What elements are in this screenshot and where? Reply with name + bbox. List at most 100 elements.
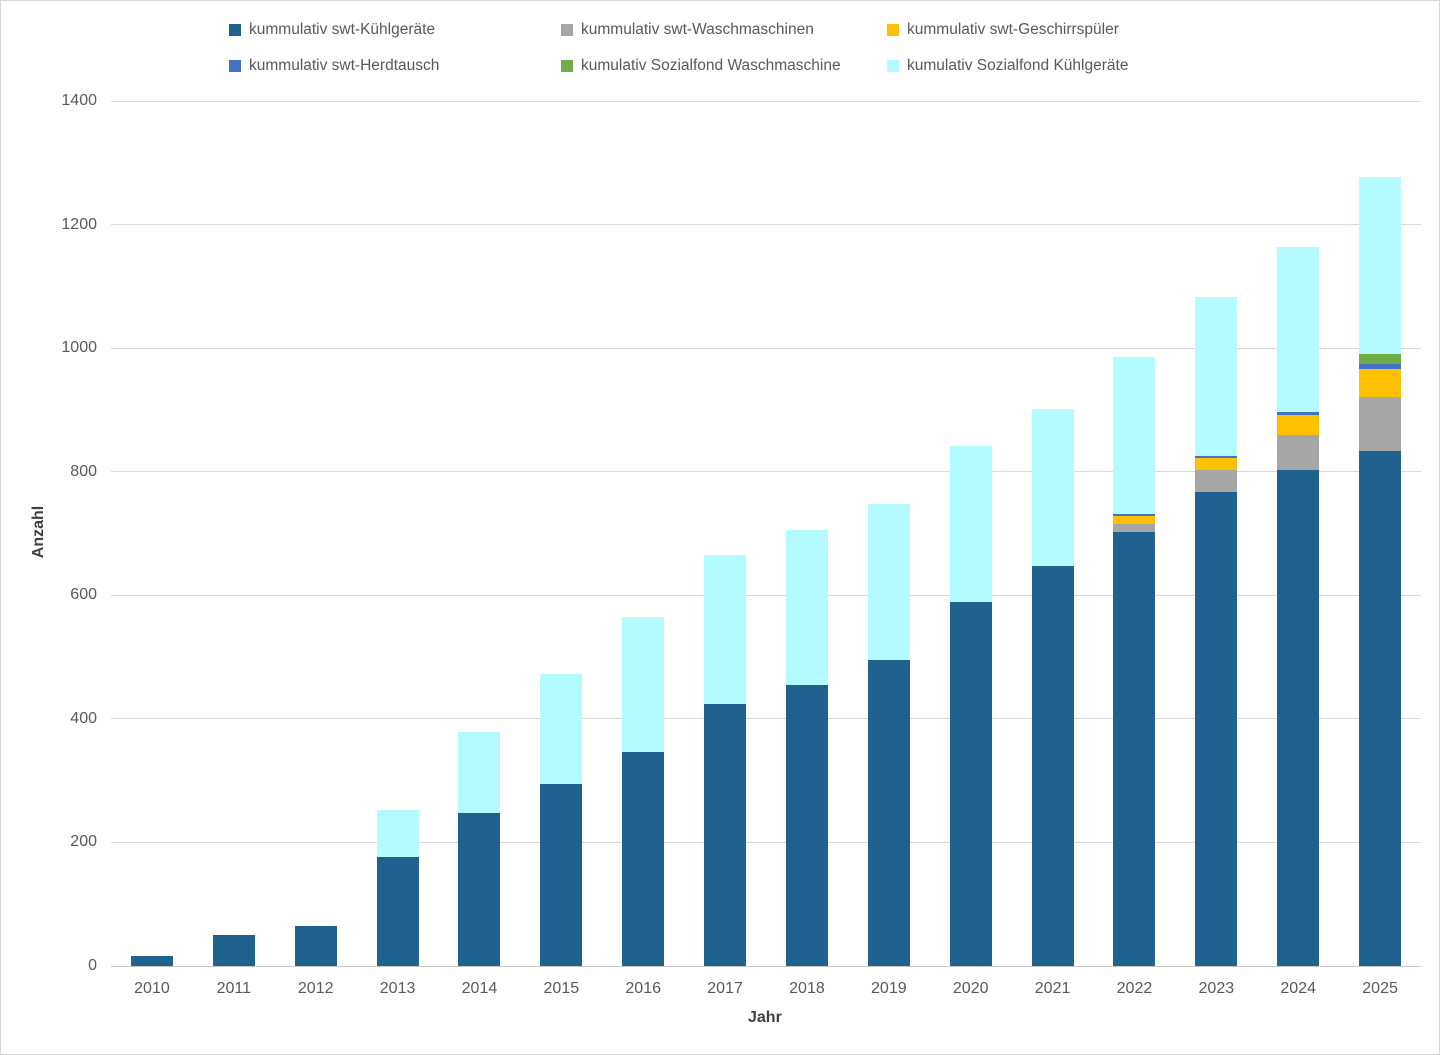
bar-segment <box>867 659 910 966</box>
legend-item-swt-geschirrspueler: kummulativ swt-Geschirrspüler <box>887 19 1119 41</box>
y-tick-label: 0 <box>88 957 97 974</box>
bar-segment <box>622 751 665 966</box>
x-tick-label: 2013 <box>379 980 416 997</box>
bar-segment <box>1113 356 1156 515</box>
y-tick-label: 800 <box>70 462 97 480</box>
bar-segment <box>1195 492 1238 966</box>
bar-2011 <box>212 101 255 966</box>
y-tick-label: 400 <box>70 709 97 727</box>
y-tick-label: 600 <box>70 586 97 604</box>
bar-segment <box>1359 363 1402 369</box>
bar-2024 <box>1277 101 1320 966</box>
x-axis-title: Jahr <box>748 1009 782 1026</box>
x-tick-label: 2014 <box>461 980 498 997</box>
x-tick-label: 2017 <box>707 980 743 997</box>
bar-segment <box>1031 566 1074 966</box>
bar-segment <box>376 856 419 966</box>
x-tick-label: 2023 <box>1198 980 1235 997</box>
gridline <box>111 471 1421 473</box>
bar-2012 <box>294 101 337 966</box>
bar-2023 <box>1195 101 1238 966</box>
y-tick-label: 1200 <box>61 215 97 233</box>
x-tick-label: 2021 <box>1034 980 1071 997</box>
legend-item-swt-kuehlgeraete: kummulativ swt-Kühlgeräte <box>229 19 435 41</box>
bar-2021 <box>1031 101 1074 966</box>
gridline <box>111 594 1421 596</box>
bar-segment <box>1277 414 1320 435</box>
bar-segment <box>785 684 828 966</box>
legend-label: kummulativ swt-Waschmaschinen <box>581 21 814 38</box>
bar-segment <box>1113 523 1156 532</box>
bar-2016 <box>622 101 665 966</box>
chart-legend: kummulativ swt-Kühlgeräte kummulativ swt… <box>1 19 1439 91</box>
bar-segment <box>540 674 583 785</box>
legend-item-swt-herdtausch: kummulativ swt-Herdtausch <box>229 55 439 77</box>
bar-segment <box>1195 455 1238 458</box>
bar-segment <box>1277 247 1320 412</box>
gridline <box>111 718 1421 720</box>
plot-area <box>111 100 1421 967</box>
gridline <box>111 224 1421 226</box>
x-tick-label: 2022 <box>1116 980 1153 997</box>
gridline <box>111 347 1421 349</box>
bar-segment <box>949 602 992 966</box>
x-tick-label: 2019 <box>871 980 907 997</box>
bar-segment <box>294 925 337 966</box>
bar-2014 <box>458 101 501 966</box>
x-axis-line <box>111 965 1421 967</box>
legend-swatch-icon <box>887 24 899 36</box>
x-tick-label: 2024 <box>1280 980 1316 997</box>
legend-item-sozialfond-kuehlgeraete: kumulativ Sozialfond Kühlgeräte <box>887 55 1128 77</box>
legend-row-2: kummulativ swt-Herdtausch kumulativ Sozi… <box>1 55 1439 91</box>
bar-2020 <box>949 101 992 966</box>
bar-segment <box>1195 296 1238 456</box>
bar-2018 <box>785 101 828 966</box>
legend-label: kummulativ swt-Geschirrspüler <box>907 21 1119 38</box>
bar-segment <box>1031 408 1074 567</box>
bar-segment <box>130 955 173 966</box>
bar-segment <box>704 704 747 966</box>
x-tick-label: 2018 <box>789 980 825 997</box>
bar-2015 <box>540 101 583 966</box>
legend-swatch-icon <box>561 60 573 72</box>
bar-2013 <box>376 101 419 966</box>
legend-item-swt-waschmaschinen: kummulativ swt-Waschmaschinen <box>561 19 814 41</box>
bar-segment <box>540 784 583 966</box>
bar-segment <box>1359 177 1402 354</box>
legend-label: kumulativ Sozialfond Kühlgeräte <box>907 57 1129 74</box>
bar-segment <box>1113 514 1156 517</box>
x-tick-label: 2010 <box>134 980 170 997</box>
y-tick-label: 1400 <box>61 92 97 109</box>
bar-segment <box>1195 470 1238 493</box>
bar-segment <box>1359 353 1402 364</box>
bar-2022 <box>1113 101 1156 966</box>
y-tick-label: 200 <box>70 833 97 851</box>
legend-swatch-icon <box>561 24 573 36</box>
legend-label: kumulativ Sozialfond Waschmaschine <box>581 57 841 74</box>
legend-swatch-icon <box>887 60 899 72</box>
x-tick-label: 2012 <box>297 980 334 997</box>
x-tick-label: 2020 <box>952 980 989 997</box>
legend-label: kummulativ swt-Herdtausch <box>249 57 440 74</box>
legend-item-sozialfond-waschmaschine: kumulativ Sozialfond Waschmaschine <box>561 55 841 77</box>
bar-segment <box>867 503 910 660</box>
legend-label: kummulativ swt-Kühlgeräte <box>249 21 436 38</box>
bar-2010 <box>130 101 173 966</box>
bar-segment <box>458 731 501 813</box>
bar-segment <box>458 812 501 966</box>
bar-segment <box>949 445 992 603</box>
bar-segment <box>212 935 255 966</box>
gridline <box>111 841 1421 843</box>
bar-segment <box>622 616 665 752</box>
bar-2017 <box>704 101 747 966</box>
x-tick-label: 2016 <box>625 980 661 997</box>
bar-segment <box>1277 469 1320 966</box>
x-tick-label: 2025 <box>1362 980 1398 997</box>
bar-segment <box>1277 411 1320 415</box>
bar-segment <box>1359 396 1402 452</box>
x-tick-label: 2011 <box>216 980 252 997</box>
bar-segment <box>376 810 419 857</box>
y-tick-label: 1000 <box>61 339 97 357</box>
bar-segment <box>1195 457 1238 471</box>
